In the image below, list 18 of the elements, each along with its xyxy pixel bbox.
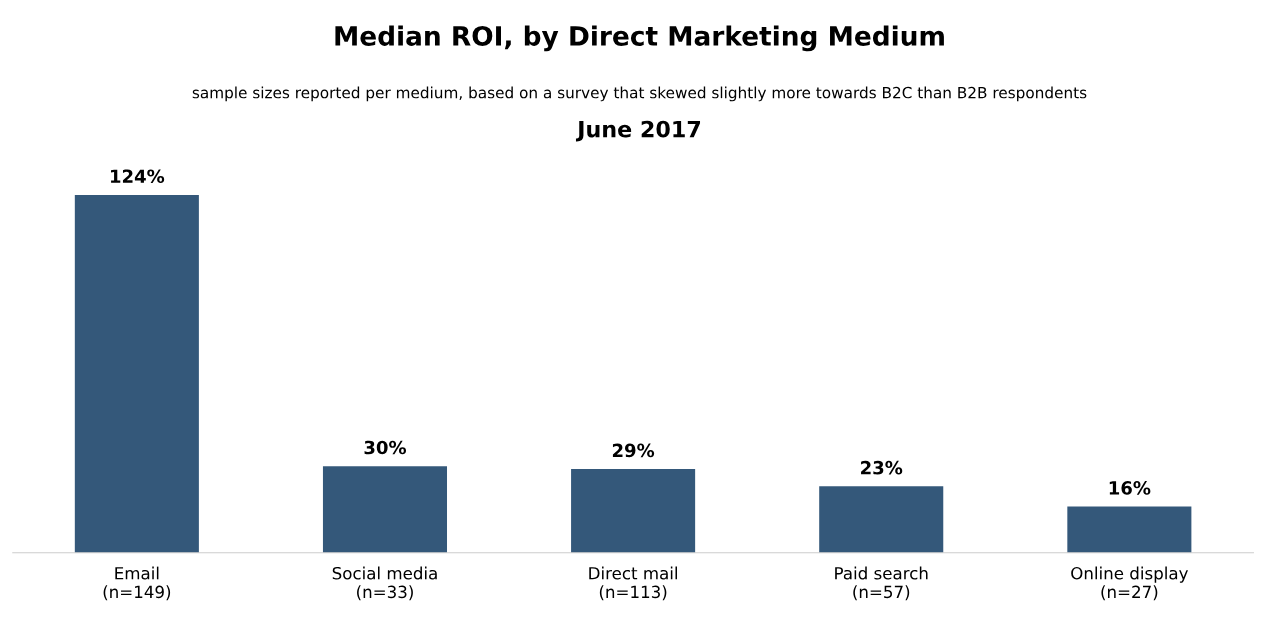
chart-title: Median ROI, by Direct Marketing Medium [335, 25, 944, 52]
data-label: 124% [111, 169, 165, 184]
x-tick-label: Email (n=149) [103, 566, 171, 601]
bar [819, 486, 944, 553]
chart-subtitle: sample sizes reported per medium, based on a survey that skewed slightly more towards B2C than B2B respondents [192, 86, 1087, 102]
bar [571, 469, 696, 553]
data-label: 30% [364, 440, 407, 455]
x-tick-label: Social media (n=33) [332, 566, 437, 601]
bar [74, 194, 199, 553]
data-label: 16% [1109, 481, 1151, 495]
x-tick-label: Online display (n=27) [1071, 566, 1188, 601]
data-label: 23% [861, 460, 903, 475]
x-tick-label: Paid search (n=57) [835, 566, 928, 601]
text: June 2017 [575, 120, 701, 142]
x-tick-label: Direct mail (n=113) [589, 566, 677, 601]
bar [1067, 506, 1192, 553]
bar [322, 466, 448, 553]
data-label: 29% [612, 443, 655, 458]
